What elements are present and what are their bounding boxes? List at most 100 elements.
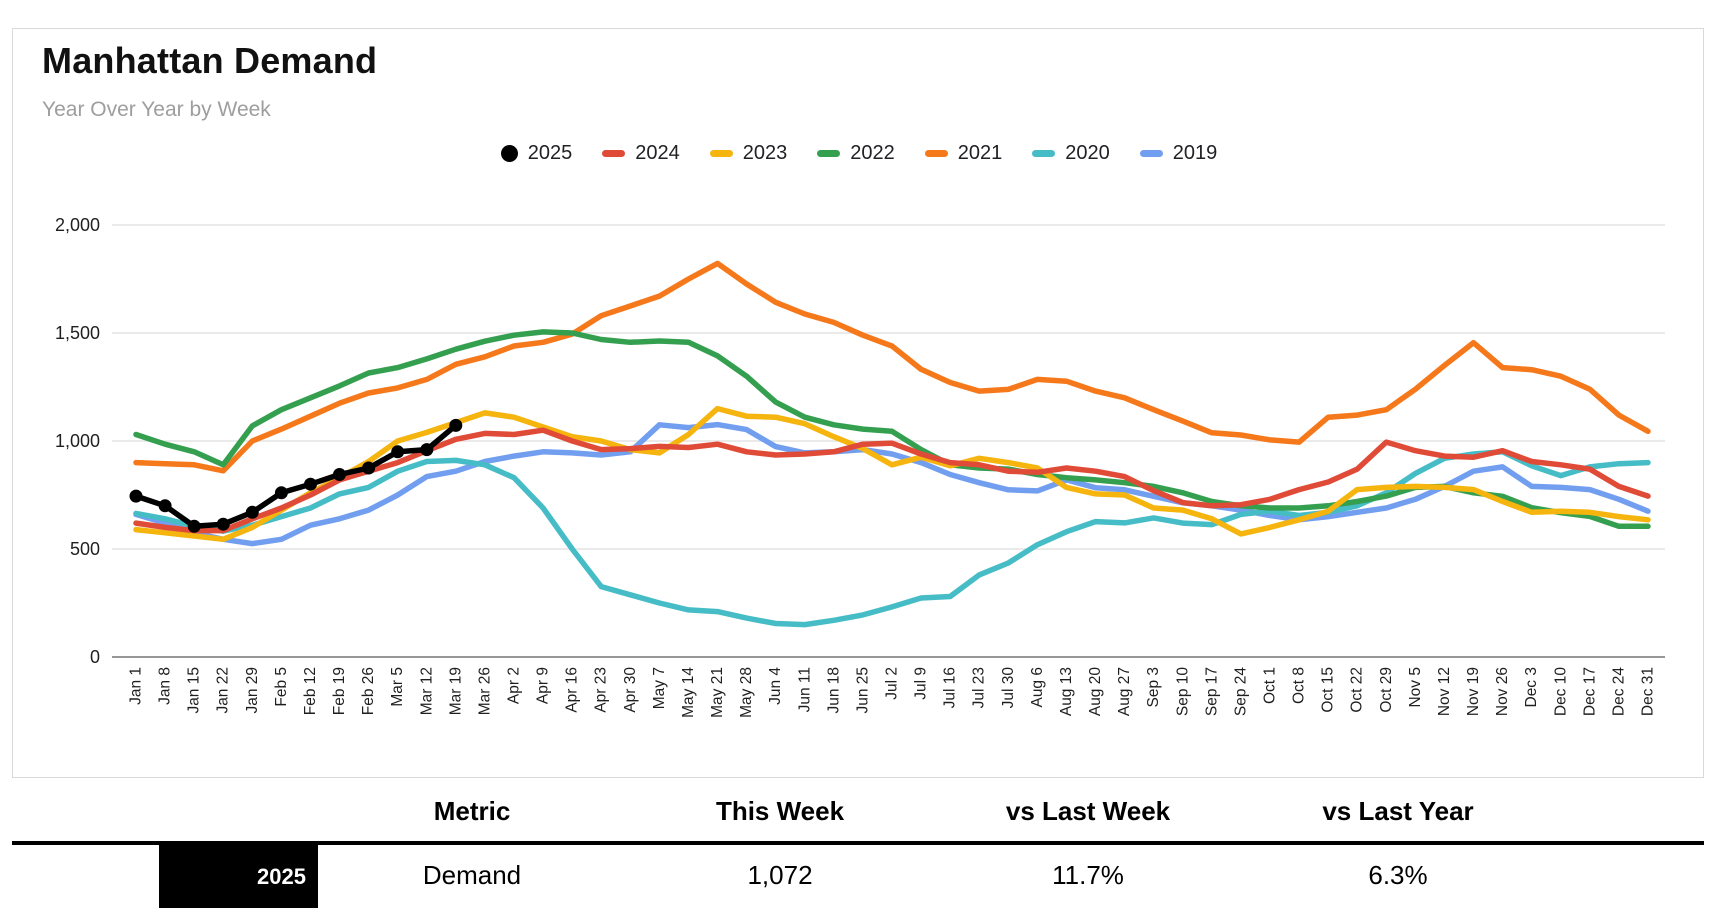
x-tick-label: Jan 8 xyxy=(157,667,174,705)
series-line-2020 xyxy=(133,449,1651,628)
x-tick-label: Mar 19 xyxy=(447,667,464,715)
x-tick-label: Nov 19 xyxy=(1465,667,1482,716)
x-tick-label: Oct 15 xyxy=(1320,667,1337,713)
chart-legend: 2025 2024 2023 2022 2021 2020 2019 xyxy=(0,142,1718,165)
legend-item-2019[interactable]: 2019 xyxy=(1139,142,1218,165)
x-tick-label: Feb 12 xyxy=(302,667,319,715)
legend-label: 2023 xyxy=(742,142,788,164)
x-tick-label: Dec 10 xyxy=(1552,667,1569,716)
legend-item-2021[interactable]: 2021 xyxy=(924,142,1003,165)
legend-label: 2019 xyxy=(1172,142,1218,164)
vs-last-week-cell: 11.7% xyxy=(1052,860,1124,890)
x-tick-label: Jul 16 xyxy=(942,667,959,708)
x-tick-label: Dec 31 xyxy=(1640,667,1657,716)
line-chart[interactable]: 0 500 1,000 1,500 2,000 Jan 1 Jan 8 Jan 15 Jan 2… xyxy=(0,0,1718,750)
x-tick-label: Mar 12 xyxy=(418,667,435,715)
y-tick-label: 1,000 xyxy=(55,431,100,451)
legend-dash-icon xyxy=(602,150,626,157)
series-point-2025 xyxy=(333,468,346,481)
column-header-vs-last-week: vs Last Week xyxy=(1005,796,1171,826)
column-header-metric: Metric xyxy=(433,796,511,826)
series-point-2025 xyxy=(362,461,376,475)
legend-item-2025[interactable]: 2025 xyxy=(500,142,573,165)
series-point-2025 xyxy=(304,477,317,491)
series-line-2022 xyxy=(133,329,1651,530)
year-badge-2025: 2025 xyxy=(159,845,318,908)
x-tick-label: May 14 xyxy=(680,667,697,718)
series-point-2025 xyxy=(449,418,463,432)
legend-label: 2021 xyxy=(957,142,1003,164)
chart-subtitle: Year Over Year by Week xyxy=(42,98,271,121)
x-tick-label: Mar 26 xyxy=(476,667,493,715)
x-tick-label: May 21 xyxy=(709,667,726,718)
x-tick-label: Apr 16 xyxy=(564,667,581,713)
y-tick-label: 2,000 xyxy=(55,215,100,235)
series-point-2025 xyxy=(245,505,259,519)
x-tick-label: Apr 30 xyxy=(622,667,639,713)
x-tick-label: Jun 4 xyxy=(767,667,784,705)
legend-label: 2022 xyxy=(850,142,895,164)
x-tick-label: Sep 3 xyxy=(1145,667,1162,708)
legend-label: 2025 xyxy=(527,142,573,164)
x-tick-label: Nov 26 xyxy=(1494,667,1511,716)
legend-item-2023[interactable]: 2023 xyxy=(709,142,788,165)
x-tick-label: Aug 27 xyxy=(1116,667,1133,716)
x-tick-label: Dec 17 xyxy=(1581,667,1598,716)
series-line-2024 xyxy=(133,427,1651,534)
y-tick-label: 500 xyxy=(70,539,100,559)
series-point-2025 xyxy=(129,489,143,503)
legend-item-2024[interactable]: 2024 xyxy=(602,142,680,165)
x-tick-label: Sep 24 xyxy=(1232,667,1249,717)
this-week-cell: 1,072 xyxy=(747,860,813,890)
x-tick-label: Apr 9 xyxy=(535,667,552,704)
x-tick-label: Oct 1 xyxy=(1262,667,1279,704)
metric-cell: Demand xyxy=(422,860,522,890)
x-tick-label: Sep 10 xyxy=(1174,667,1191,717)
series-point-2025 xyxy=(187,519,201,533)
column-header-this-week: This Week xyxy=(715,796,845,826)
series-line-2021 xyxy=(133,260,1651,474)
x-tick-label: Mar 5 xyxy=(389,667,406,707)
legend-item-2020[interactable]: 2020 xyxy=(1032,142,1110,165)
x-tick-label: Nov 12 xyxy=(1436,667,1453,716)
column-header-vs-last-year: vs Last Year xyxy=(1322,796,1474,826)
y-tick-label: 0 xyxy=(90,647,100,667)
series-line-2019 xyxy=(133,421,1651,547)
table-header-rule xyxy=(12,841,1704,845)
x-tick-label: Jun 25 xyxy=(854,667,871,714)
x-tick-label: Jun 11 xyxy=(796,667,813,712)
x-tick-label: Dec 3 xyxy=(1523,667,1540,708)
series-point-2025 xyxy=(391,445,405,459)
vs-last-year-cell: 6.3% xyxy=(1368,860,1428,890)
x-tick-label: May 7 xyxy=(651,667,668,709)
legend-dash-icon xyxy=(709,150,733,157)
x-tick-label: Oct 8 xyxy=(1291,667,1308,704)
x-tick-label: Oct 22 xyxy=(1349,667,1366,713)
legend-point-icon xyxy=(500,145,518,162)
legend-label: 2024 xyxy=(635,142,680,164)
x-tick-label: Nov 5 xyxy=(1407,667,1424,708)
legend-dash-icon xyxy=(1032,150,1056,157)
x-tick-label: Jul 9 xyxy=(913,667,930,700)
series-point-2025 xyxy=(420,443,434,457)
x-tick-label: Oct 29 xyxy=(1378,667,1395,713)
series-point-2025 xyxy=(158,499,172,513)
series-line-2023 xyxy=(133,405,1651,543)
legend-item-2022[interactable]: 2022 xyxy=(817,142,895,165)
x-tick-label: Dec 24 xyxy=(1610,667,1627,716)
x-tick-label: Jul 30 xyxy=(1000,667,1017,709)
legend-dash-icon xyxy=(1139,150,1163,157)
x-tick-label: Apr 23 xyxy=(593,667,610,713)
x-tick-label: Jul 23 xyxy=(971,667,988,708)
x-tick-label: Jan 22 xyxy=(215,667,232,714)
x-tick-label: Feb 26 xyxy=(360,667,377,715)
series-point-2025 xyxy=(216,517,230,531)
x-tick-label: Jan 29 xyxy=(244,667,261,714)
x-tick-label: Aug 20 xyxy=(1087,667,1104,717)
x-tick-label: Aug 6 xyxy=(1029,667,1046,708)
x-tick-label: Sep 17 xyxy=(1203,667,1220,716)
x-tick-label: Jan 15 xyxy=(186,667,203,714)
legend-dash-icon xyxy=(817,150,841,157)
legend-dash-icon xyxy=(924,150,948,157)
x-tick-label: Aug 13 xyxy=(1058,667,1075,716)
